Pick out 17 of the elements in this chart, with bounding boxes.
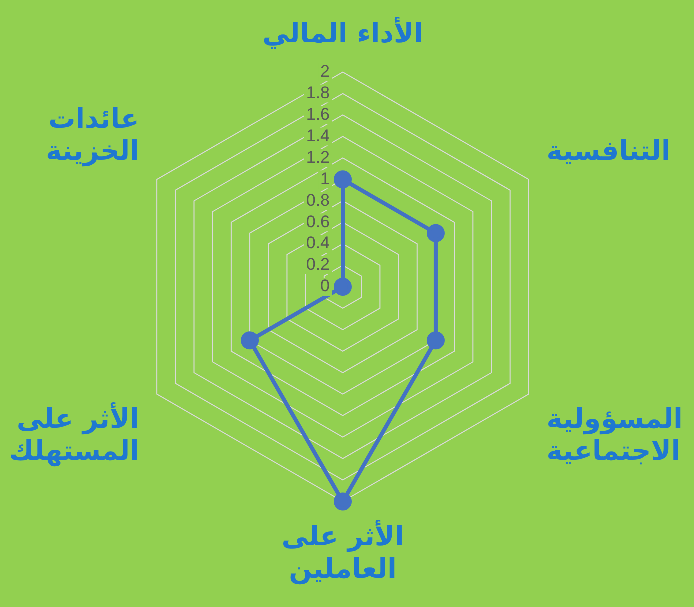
y-tick-label: 1.8 <box>306 83 330 102</box>
y-tick-label: 2 <box>320 62 330 81</box>
y-tick-label: 0.2 <box>306 255 330 274</box>
spoke-label: التنافسية <box>546 136 671 168</box>
y-tick-label: 1.4 <box>306 126 330 146</box>
spoke-label: الأثر على المستهلك <box>9 402 140 468</box>
y-tick-label: 0.8 <box>306 190 330 210</box>
y-tick-label: 1.6 <box>306 104 330 124</box>
spoke-label: الأثر على العاملين <box>282 519 404 585</box>
y-tick-label: 1.2 <box>306 148 330 167</box>
spoke-label: عائدات الخزينة <box>46 104 140 168</box>
y-tick-label: 0.6 <box>306 212 330 232</box>
y-tick-label: 0 <box>320 276 330 296</box>
spoke-label: الأداء المالي <box>262 16 424 50</box>
y-tick-label: 0.4 <box>306 234 330 253</box>
y-tick-label: 1 <box>320 169 330 188</box>
spoke-label: المسؤولية الاجتماعية <box>546 404 683 468</box>
